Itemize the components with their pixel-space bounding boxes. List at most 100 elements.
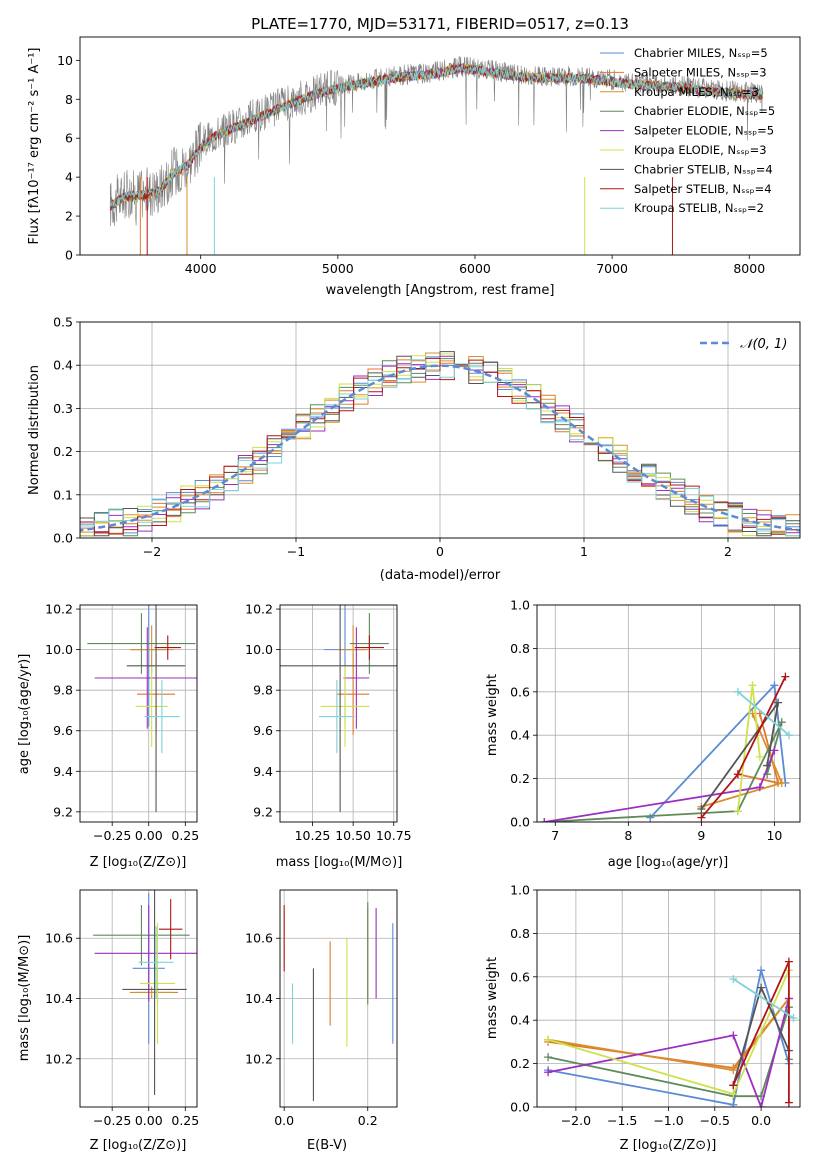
weight-marker	[748, 681, 757, 690]
histogram-curves	[80, 351, 800, 537]
errorbar-group	[87, 605, 197, 812]
weight-marker	[777, 778, 786, 787]
weight-marker	[729, 1089, 738, 1098]
y-tick-label: 0.2	[510, 1056, 530, 1071]
y-tick-label: 0.4	[53, 358, 73, 373]
weight-marker	[777, 718, 786, 727]
weight-marker	[763, 761, 772, 770]
spectrum-title: PLATE=1770, MJD=53171, FIBERID=0517, z=0…	[251, 15, 629, 33]
y-tick-label: 6	[65, 131, 73, 146]
x-tick-label: −1.5	[607, 1113, 637, 1128]
y-tick-label: 2	[65, 209, 73, 224]
x-tick-label: −1.0	[653, 1113, 683, 1128]
weight-marker	[770, 746, 779, 755]
histogram-series-line	[80, 357, 800, 537]
age-z-xlabel: Z [log₁₀(Z/Z⊙)]	[90, 855, 187, 870]
x-tick-label: 10.25	[295, 828, 331, 843]
legend-entry: Kroupa MILES, Nₛₛₚ=3	[634, 85, 759, 99]
legend-entry: Chabrier ELODIE, Nₛₛₚ=5	[634, 104, 775, 118]
y-tick-label: 0.0	[510, 815, 530, 830]
x-tick-label: 0.0	[751, 1113, 771, 1128]
x-tick-label: 7	[551, 828, 559, 843]
model-spectrum-line	[109, 64, 764, 211]
x-tick-label: 0.00	[135, 1113, 163, 1128]
y-tick-label: 9.6	[53, 723, 73, 738]
mass-z-xlabel: Z [log₁₀(Z/Z⊙)]	[90, 1138, 187, 1153]
legend-entry: Salpeter MILES, Nₛₛₚ=3	[634, 65, 767, 79]
x-tick-label: −0.25	[93, 1113, 131, 1128]
spectrum-legend: Chabrier MILES, Nₛₛₚ=5 Salpeter MILES, Nₛ…	[600, 46, 775, 215]
mass-z-ylabel: mass [log₁₀(M/M⊙)]	[17, 935, 32, 1062]
x-tick-label: 8	[624, 828, 632, 843]
y-tick-label: 10.4	[245, 991, 273, 1006]
spectrum-xlabel: wavelength [Angstrom, rest frame]	[326, 283, 555, 298]
axes-frame	[79, 321, 801, 539]
weight-marker	[733, 687, 742, 696]
spectrum-panel: PLATE=1770, MJD=53171, FIBERID=0517, z=0…	[27, 15, 801, 298]
x-tick-label: −0.25	[93, 828, 131, 843]
x-tick-label: 8000	[733, 261, 765, 276]
weight-marker	[544, 1068, 553, 1077]
y-tick-label: 10.0	[245, 642, 273, 657]
weight-marker	[757, 966, 766, 975]
weight-marker	[729, 1100, 738, 1107]
weight-marker	[770, 681, 779, 690]
residual-ylabel: Normed distribution	[27, 365, 42, 495]
weight-marker	[781, 672, 790, 681]
weight-marker	[733, 807, 742, 816]
histogram-series-line	[80, 359, 800, 537]
weight-series-line	[700, 676, 787, 819]
x-tick-label: 0.0	[274, 1113, 294, 1128]
y-tick-label: 0.0	[510, 1100, 530, 1115]
weight-marker	[774, 698, 783, 707]
weight-marker	[755, 783, 764, 792]
x-tick-label: −2.0	[561, 1113, 591, 1128]
y-tick-label: 1.0	[510, 598, 530, 613]
x-tick-label: 10	[766, 828, 782, 843]
weight-marker	[784, 957, 793, 966]
age-vs-metallicity-panel: −0.25 0.00 0.25 9.2 9.4 9.6 9.8 10.0 10.2 Z [log…	[17, 602, 199, 870]
x-tick-label: 4000	[185, 261, 217, 276]
mass-vs-metallicity-panel: −0.25 0.00 0.25 10.2 10.4 10.6 Z [log₁₀(Z/Z⊙)…	[17, 889, 199, 1153]
spectrum-ylabel: Flux [fλ10⁻¹⁷ erg cm⁻² s⁻¹ A⁻¹]	[27, 48, 42, 245]
axes-frame	[536, 604, 801, 823]
weight-marker	[697, 804, 706, 813]
y-tick-label: 0.5	[53, 315, 73, 330]
y-tick-label: 8	[65, 92, 73, 107]
y-tick-label: 1.0	[510, 883, 530, 898]
weight-marker	[544, 1035, 553, 1044]
weight-marker	[729, 1081, 738, 1090]
axes-frame	[79, 889, 198, 1108]
y-tick-label: 10.4	[45, 991, 73, 1006]
weight-marker	[733, 770, 742, 779]
y-tick-label: 10.6	[45, 931, 73, 946]
age-z-ylabel: age [log₁₀(age/yr)]	[17, 654, 32, 775]
y-tick-label: 0.8	[510, 641, 530, 656]
y-tick-label: 0.2	[53, 444, 73, 459]
legend-entry: Kroupa STELIB, Nₛₛₚ=2	[634, 201, 764, 215]
weight-series-line	[737, 691, 790, 736]
legend-entry: Kroupa ELODIE, Nₛₛₚ=3	[634, 143, 767, 157]
x-tick-label: 0.00	[135, 828, 163, 843]
weight-age-ylabel: mass weight	[485, 674, 500, 756]
weight-marker	[697, 813, 706, 822]
y-tick-label: 4	[65, 170, 73, 185]
weight-marker	[544, 1053, 553, 1062]
legend-entry: Salpeter STELIB, Nₛₛₚ=4	[634, 182, 772, 196]
axes-frame	[279, 604, 398, 823]
age-vs-mass-panel: 10.25 10.50 10.75 9.2 9.4 9.6 9.8 10.0 10.2 mass…	[245, 602, 411, 870]
weight-vs-age-panel: 7 8 9 10 0.0 0.2 0.4 0.6 0.8 1.0 age [log₁₀(age/y…	[485, 598, 801, 870]
y-tick-label: 10.2	[45, 602, 73, 617]
y-tick-label: 9.4	[53, 764, 73, 779]
y-tick-label: 10.2	[245, 1051, 273, 1066]
y-tick-label: 0.3	[53, 401, 73, 416]
weight-z-xlabel: Z [log₁₀(Z/Z⊙)]	[620, 1138, 717, 1153]
y-tick-label: 10.6	[245, 931, 273, 946]
weight-marker	[540, 818, 549, 822]
y-tick-label: 0.2	[510, 771, 530, 786]
y-tick-label: 0	[65, 248, 73, 263]
weight-group	[544, 957, 798, 1107]
axes-frame	[536, 889, 801, 1108]
y-tick-label: 9.8	[253, 683, 273, 698]
